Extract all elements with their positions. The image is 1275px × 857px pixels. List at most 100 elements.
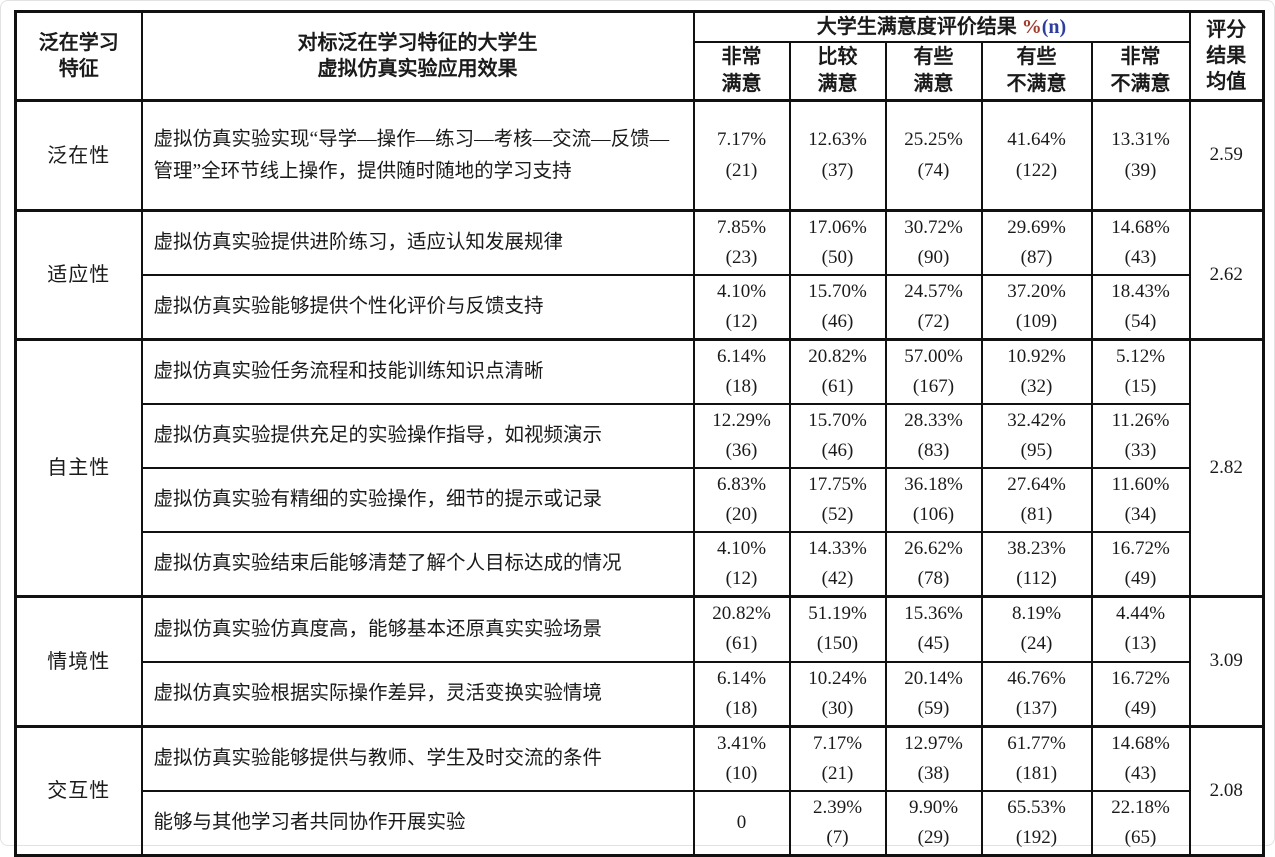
feature-cell: 交互性	[14, 725, 143, 857]
effect-cell: 能够与其他学习者共同协作开展实验	[140, 790, 695, 857]
header-row-levels: 非常 满意 比较 满意 有些 满意 有些 不满意 非常 不满意	[16, 41, 1264, 102]
value-cell: 6.14% (18)	[692, 338, 791, 406]
value-cell: 65.53% (192)	[980, 790, 1093, 857]
header-mean: 评分 结果 均值	[1188, 10, 1265, 102]
table-row: 交互性 虚拟仿真实验能够提供与教师、学生及时交流的条件 3.41% (10) 7.17…	[14, 725, 1265, 857]
value-cell: 12.29% (36)	[692, 403, 791, 470]
value-cell: 37.20% (109)	[980, 274, 1093, 341]
value-cell: 32.42% (95)	[980, 403, 1093, 470]
value-cell: 7.17% (21)	[692, 99, 791, 212]
value-cell: 15.70% (46)	[788, 274, 887, 341]
header-row-top: 泛在学习 特征 对标泛在学习特征的大学生 虚拟仿真实验应用效果 大学生满意度评价…	[14, 10, 1265, 102]
header-level-somewhat-satisfied: 有些 满意	[884, 41, 983, 102]
header-results-n-symbol: (n)	[1041, 16, 1067, 38]
value-cell: 18.43% (54)	[1090, 274, 1191, 341]
value-cell: 14.68% (43)	[1090, 209, 1191, 277]
value-cell: 24.57% (72)	[884, 274, 983, 341]
value-cell: 38.23% (112)	[980, 531, 1093, 598]
value-cell: 6.14% (18)	[692, 660, 791, 728]
value-cell: 4.44% (13)	[1090, 595, 1191, 663]
table-row: 虚拟仿真实验结束后能够清楚了解个人目标达成的情况 4.10% (12) 14.33%…	[16, 531, 1264, 598]
table-row: 自主性 虚拟仿真实验任务流程和技能训练知识点清晰 6.14% (18) 20.82% …	[14, 338, 1265, 598]
value-cell: 36.18% (106)	[884, 467, 983, 534]
effect-cell: 虚拟仿真实验仿真度高，能够基本还原真实实验场景	[140, 595, 695, 663]
value-cell: 15.70% (46)	[788, 403, 887, 470]
feature-cell: 适应性	[14, 208, 143, 341]
value-cell: 16.72% (49)	[1090, 531, 1191, 598]
feature-cell: 自主性	[14, 338, 143, 598]
table-row: 情境性 虚拟仿真实验仿真度高，能够基本还原真实实验场景 20.82% (61) 51.…	[14, 595, 1265, 728]
value-cell: 20.82% (61)	[788, 338, 887, 406]
value-cell: 15.36% (45)	[884, 595, 983, 663]
table-row: 虚拟仿真实验能够提供个性化评价与反馈支持 4.10% (12) 15.70% (46…	[16, 274, 1264, 341]
value-cell: 0	[692, 790, 791, 857]
table-row: 适应性 虚拟仿真实验提供进阶练习，适应认知发展规律 7.85% (23) 17.06%…	[14, 208, 1265, 341]
header-level-fairly-satisfied: 比较 满意	[788, 41, 887, 102]
value-cell: 57.00% (167)	[884, 338, 983, 406]
header-results-title: 大学生满意度评价结果	[816, 16, 1017, 38]
header-level-very-satisfied: 非常 满意	[692, 41, 791, 102]
feature-cell: 情境性	[14, 595, 143, 728]
value-cell: 6.83% (20)	[692, 467, 791, 534]
value-cell: 61.77% (181)	[980, 725, 1093, 793]
value-cell: 28.33% (83)	[884, 403, 983, 470]
value-cell: 8.19% (24)	[980, 595, 1093, 663]
value-cell: 7.17% (21)	[788, 725, 887, 793]
value-cell: 10.24% (30)	[788, 660, 887, 728]
header-results-group: 大学生满意度评价结果 %(n)	[692, 10, 1191, 43]
value-cell: 12.63% (37)	[788, 99, 887, 212]
effect-cell: 虚拟仿真实验提供充足的实验操作指导，如视频演示	[140, 403, 695, 470]
value-cell: 46.76% (137)	[980, 660, 1093, 728]
value-cell: 17.06% (50)	[788, 209, 887, 277]
mean-cell: 3.09	[1188, 595, 1265, 728]
table-row: 虚拟仿真实验有精细的实验操作，细节的提示或记录 6.83% (20) 17.75% …	[16, 467, 1264, 534]
table-row: 泛在性 虚拟仿真实验实现“导学—操作—练习—考核—交流—反馈—管理”全环节线上操作…	[14, 99, 1265, 212]
header-level-somewhat-dissatisfied: 有些 不满意	[980, 41, 1093, 102]
effect-cell: 虚拟仿真实验能够提供与教师、学生及时交流的条件	[140, 725, 695, 793]
value-cell: 27.64% (81)	[980, 467, 1093, 534]
value-cell: 9.90% (29)	[884, 790, 983, 857]
satisfaction-table: 泛在学习 特征 对标泛在学习特征的大学生 虚拟仿真实验应用效果 大学生满意度评价…	[14, 10, 1265, 857]
mean-cell: 2.59	[1188, 99, 1265, 212]
value-cell: 13.31% (39)	[1090, 99, 1191, 212]
value-cell: 11.60% (34)	[1090, 467, 1191, 534]
value-cell: 14.33% (42)	[788, 531, 887, 598]
value-cell: 26.62% (78)	[884, 531, 983, 598]
value-cell: 22.18% (65)	[1090, 790, 1191, 857]
value-cell: 20.82% (61)	[692, 595, 791, 663]
header-level-very-dissatisfied: 非常 不满意	[1090, 41, 1191, 102]
effect-cell: 虚拟仿真实验任务流程和技能训练知识点清晰	[140, 338, 695, 406]
mean-cell: 2.08	[1188, 725, 1265, 857]
table-header: 泛在学习 特征 对标泛在学习特征的大学生 虚拟仿真实验应用效果 大学生满意度评价…	[14, 10, 1265, 102]
effect-cell: 虚拟仿真实验实现“导学—操作—练习—考核—交流—反馈—管理”全环节线上操作，提供…	[140, 99, 695, 212]
header-feature: 泛在学习 特征	[14, 10, 143, 102]
header-results-percent-symbol: %	[1021, 16, 1042, 38]
mean-cell: 2.82	[1188, 338, 1265, 598]
value-cell: 7.85% (23)	[692, 209, 791, 277]
value-cell: 41.64% (122)	[980, 99, 1093, 212]
mean-cell: 2.62	[1188, 208, 1265, 341]
value-cell: 20.14% (59)	[884, 660, 983, 728]
effect-cell: 虚拟仿真实验提供进阶练习，适应认知发展规律	[140, 209, 695, 277]
effect-cell: 虚拟仿真实验能够提供个性化评价与反馈支持	[140, 274, 695, 341]
value-cell: 2.39% (7)	[788, 790, 887, 857]
value-cell: 4.10% (12)	[692, 274, 791, 341]
value-cell: 12.97% (38)	[884, 725, 983, 793]
value-cell: 30.72% (90)	[884, 209, 983, 277]
effect-cell: 虚拟仿真实验根据实际操作差异，灵活变换实验情境	[140, 660, 695, 728]
value-cell: 4.10% (12)	[692, 531, 791, 598]
value-cell: 25.25% (74)	[884, 99, 983, 212]
value-cell: 14.68% (43)	[1090, 725, 1191, 793]
table-body: 泛在性 虚拟仿真实验实现“导学—操作—练习—考核—交流—反馈—管理”全环节线上操作…	[14, 99, 1265, 857]
value-cell: 5.12% (15)	[1090, 338, 1191, 406]
table-row: 虚拟仿真实验根据实际操作差异，灵活变换实验情境 6.14% (18) 10.24% …	[16, 660, 1264, 728]
feature-cell: 泛在性	[14, 99, 143, 212]
header-effect: 对标泛在学习特征的大学生 虚拟仿真实验应用效果	[140, 10, 695, 102]
value-cell: 16.72% (49)	[1090, 660, 1191, 728]
effect-cell: 虚拟仿真实验结束后能够清楚了解个人目标达成的情况	[140, 531, 695, 598]
value-cell: 10.92% (32)	[980, 338, 1093, 406]
value-cell: 3.41% (10)	[692, 725, 791, 793]
table-row: 能够与其他学习者共同协作开展实验 0 2.39% (7) 9.90% (29) 65.5…	[16, 790, 1264, 857]
table-row: 虚拟仿真实验提供充足的实验操作指导，如视频演示 12.29% (36) 15.70%…	[16, 403, 1264, 470]
effect-cell: 虚拟仿真实验有精细的实验操作，细节的提示或记录	[140, 467, 695, 534]
